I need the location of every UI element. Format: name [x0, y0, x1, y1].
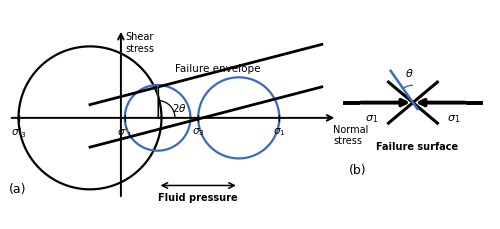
Text: Fluid pressure: Fluid pressure	[158, 193, 238, 202]
Text: $\sigma'_3$: $\sigma'_3$	[11, 125, 26, 139]
Text: Failure surface: Failure surface	[376, 142, 458, 152]
Text: (b): (b)	[349, 163, 366, 176]
Text: Shear
stress: Shear stress	[126, 32, 154, 53]
Text: Normal
stress: Normal stress	[334, 124, 369, 146]
Text: $\theta$: $\theta$	[406, 67, 414, 79]
Text: (a): (a)	[9, 182, 26, 195]
Text: Failure envelope: Failure envelope	[175, 64, 260, 74]
Text: $\sigma_1$: $\sigma_1$	[273, 125, 285, 137]
Text: $\sigma_1$: $\sigma_1$	[448, 113, 460, 125]
Text: $\sigma'_1$: $\sigma'_1$	[117, 125, 132, 139]
Text: $\sigma_1$: $\sigma_1$	[366, 113, 378, 125]
Text: $2\theta$: $2\theta$	[172, 102, 187, 114]
Text: $\sigma_3$: $\sigma_3$	[192, 125, 204, 137]
